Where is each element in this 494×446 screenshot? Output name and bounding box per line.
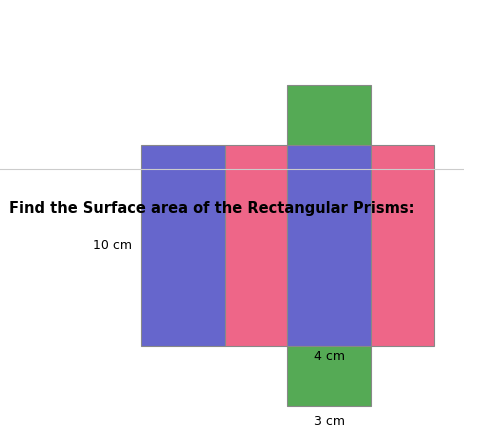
Bar	[288, 85, 371, 145]
Text: 10 cm: 10 cm	[93, 239, 132, 252]
Text: 3 cm: 3 cm	[314, 415, 345, 428]
Bar	[288, 346, 371, 406]
Text: 4 cm: 4 cm	[314, 350, 345, 363]
Bar	[225, 145, 288, 346]
Bar	[141, 145, 225, 346]
Text: Find the Surface area of the Rectangular Prisms:: Find the Surface area of the Rectangular…	[9, 201, 415, 216]
Bar	[288, 145, 371, 346]
Bar	[371, 145, 434, 346]
